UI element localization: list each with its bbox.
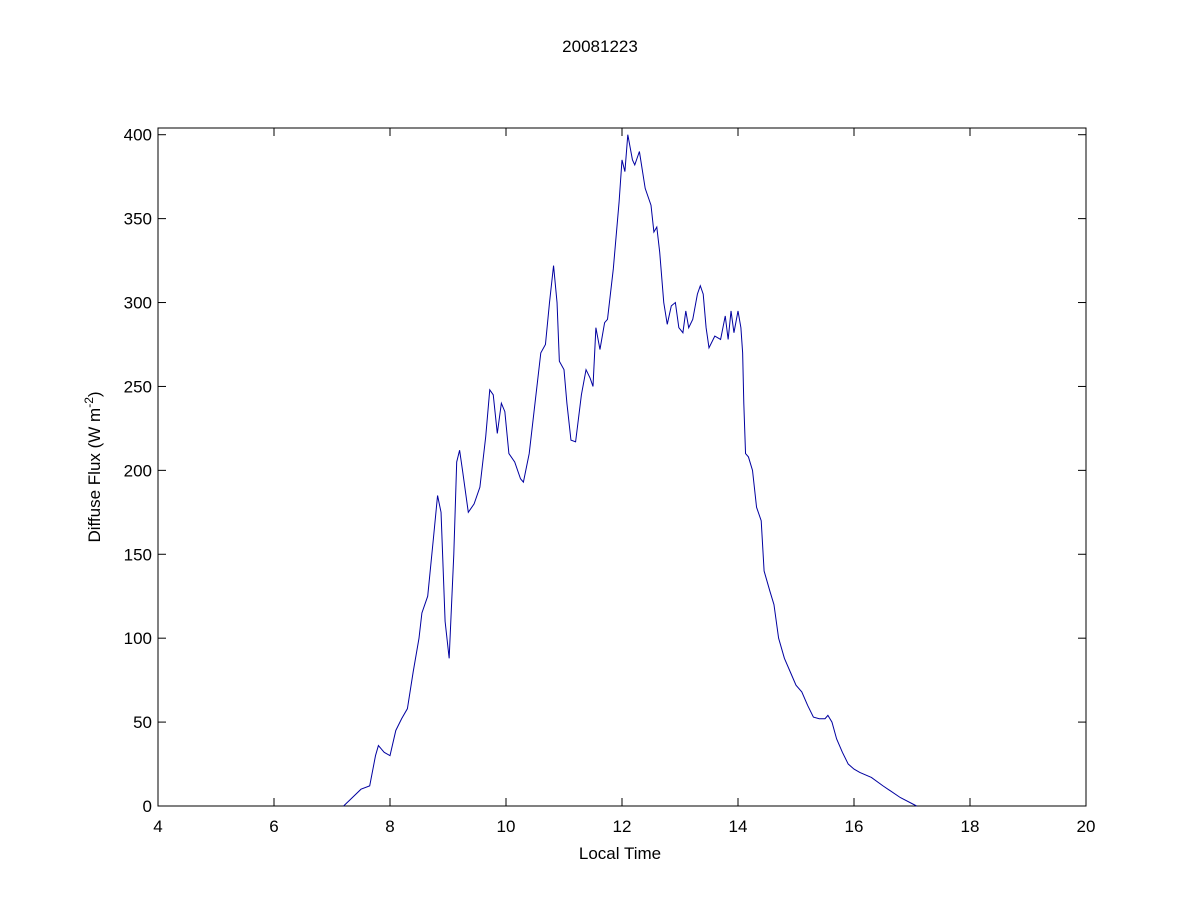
x-tick-label: 6 bbox=[269, 817, 278, 836]
chart-title: 20081223 bbox=[562, 37, 638, 56]
x-tick-label: 4 bbox=[153, 817, 162, 836]
y-label-main: Diffuse Flux (W m bbox=[85, 408, 104, 543]
x-tick-label: 10 bbox=[497, 817, 516, 836]
x-tick-label: 12 bbox=[613, 817, 632, 836]
y-tick-label: 50 bbox=[133, 713, 152, 732]
y-tick-label: 400 bbox=[124, 126, 152, 145]
x-tick-label: 8 bbox=[385, 817, 394, 836]
x-tick-label: 16 bbox=[845, 817, 864, 836]
y-tick-label: 350 bbox=[124, 210, 152, 229]
x-axis-label: Local Time bbox=[579, 844, 661, 863]
y-axis-label: Diffuse Flux (W m-2) bbox=[82, 391, 104, 542]
x-tick-label: 20 bbox=[1077, 817, 1096, 836]
data-line bbox=[343, 134, 917, 807]
y-tick-label: 150 bbox=[124, 545, 152, 564]
y-tick-label: 100 bbox=[124, 629, 152, 648]
x-tick-label: 14 bbox=[729, 817, 748, 836]
x-tick-label: 18 bbox=[961, 817, 980, 836]
y-tick-label: 300 bbox=[124, 294, 152, 313]
y-tick-label: 250 bbox=[124, 377, 152, 396]
y-label-end: ) bbox=[85, 391, 104, 397]
y-label-sup: -2 bbox=[82, 397, 96, 408]
y-tick-label: 0 bbox=[143, 797, 152, 816]
y-tick-label: 200 bbox=[124, 461, 152, 480]
